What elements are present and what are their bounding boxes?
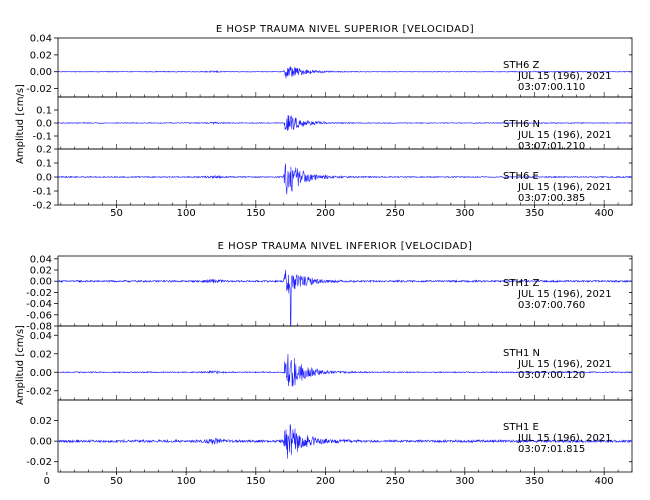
x-tick-label: 100 [177, 208, 196, 219]
chart-title-inferior: E HOSP TRAUMA NIVEL INFERIOR [VELOCIDAD] [218, 241, 473, 252]
station-label: STH6 Z [503, 60, 540, 71]
y-tick-label: 0.02 [30, 50, 52, 61]
y-tick-label: 0.04 [30, 331, 52, 342]
time-label: 03:07:00.120 [518, 370, 585, 381]
station-label: STH6 E [503, 171, 539, 182]
x-tick-label: 400 [595, 208, 614, 219]
x-tick-label: 200 [316, 476, 335, 487]
time-label: 03:07:01.815 [518, 444, 585, 455]
time-label: 03:07:00.385 [518, 193, 585, 204]
waveform-line [57, 353, 633, 387]
x-tick-label: 350 [525, 208, 544, 219]
time-label: 03:07:00.110 [518, 82, 585, 93]
y-tick-label: 0.1 [36, 159, 52, 170]
x-tick-label: 350 [525, 476, 544, 487]
panel-frame [57, 399, 633, 473]
y-tick-label: 0.04 [30, 34, 52, 45]
date-label: JUL 15 (196), 2021 [517, 359, 612, 370]
x-tick-label: 50 [110, 208, 123, 219]
y-tick-label: 0.02 [30, 349, 52, 360]
x-tick-label: 250 [386, 208, 405, 219]
chart-title-superior: E HOSP TRAUMA NIVEL SUPERIOR [VELOCIDAD] [216, 24, 474, 35]
x-tick-label: 400 [595, 476, 614, 487]
date-label: JUL 15 (196), 2021 [517, 182, 612, 193]
y-tick-label: 0.2 [36, 145, 52, 156]
station-label: STH1 Z [503, 278, 540, 289]
panel-sth1-z: 0.040.020.00-0.02-0.04-0.06-0.08 STH1 ZJU… [26, 254, 633, 333]
y-tick-label: 0.00 [30, 437, 52, 448]
y-tick-label: 0.0 [36, 119, 52, 130]
x-tick-label: 300 [455, 208, 474, 219]
y-tick-label: -0.06 [26, 310, 52, 321]
waveform-line [57, 424, 633, 459]
date-label: JUL 15 (196), 2021 [517, 289, 612, 300]
y-tick-label: -0.02 [26, 84, 52, 95]
station-label: STH1 E [503, 422, 539, 433]
ylabel-superior: Amplitud [cm/s] [15, 84, 26, 164]
waveform-line [57, 163, 633, 195]
y-tick-label: -0.2 [32, 201, 52, 212]
y-tick-label: 0.00 [30, 368, 52, 379]
date-label: JUL 15 (196), 2021 [517, 71, 612, 82]
date-label: JUL 15 (196), 2021 [517, 433, 612, 444]
x-tick-label: 100 [177, 476, 196, 487]
waveform-line [57, 115, 633, 131]
y-tick-label: 0.02 [30, 266, 52, 277]
x-tick-label: 200 [316, 208, 335, 219]
x-tick-label: 250 [386, 476, 405, 487]
y-tick-label: -0.1 [32, 132, 52, 143]
date-label: JUL 15 (196), 2021 [517, 130, 612, 141]
y-tick-label: -0.02 [26, 457, 52, 468]
y-tick-label: 0.1 [36, 106, 52, 117]
y-tick-label: -0.02 [26, 386, 52, 397]
y-tick-label: 0.00 [30, 67, 52, 78]
x-tick-label: 150 [246, 208, 265, 219]
waveform-line [57, 269, 633, 327]
y-tick-label: 0.00 [30, 277, 52, 288]
x-tick-label: 0 [44, 476, 50, 487]
x-tick-label: 300 [455, 476, 474, 487]
y-tick-label: 0.02 [30, 416, 52, 427]
ylabel-inferior: Amplitud [cm/s] [15, 325, 26, 405]
y-tick-label: -0.08 [26, 322, 52, 333]
y-tick-label: 0.04 [30, 254, 52, 265]
x-tick-label: 50 [110, 476, 123, 487]
time-label: 03:07:01.210 [518, 141, 585, 152]
x-tick-label: 150 [246, 476, 265, 487]
waveform-line [57, 66, 633, 79]
station-label: STH1 N [503, 348, 540, 359]
y-tick-label: -0.04 [26, 299, 52, 310]
station-label: STH6 N [503, 119, 540, 130]
time-label: 03:07:00.760 [518, 300, 585, 311]
y-tick-label: -0.1 [32, 187, 52, 198]
y-tick-label: -0.02 [26, 288, 52, 299]
y-tick-label: 0.0 [36, 173, 52, 184]
